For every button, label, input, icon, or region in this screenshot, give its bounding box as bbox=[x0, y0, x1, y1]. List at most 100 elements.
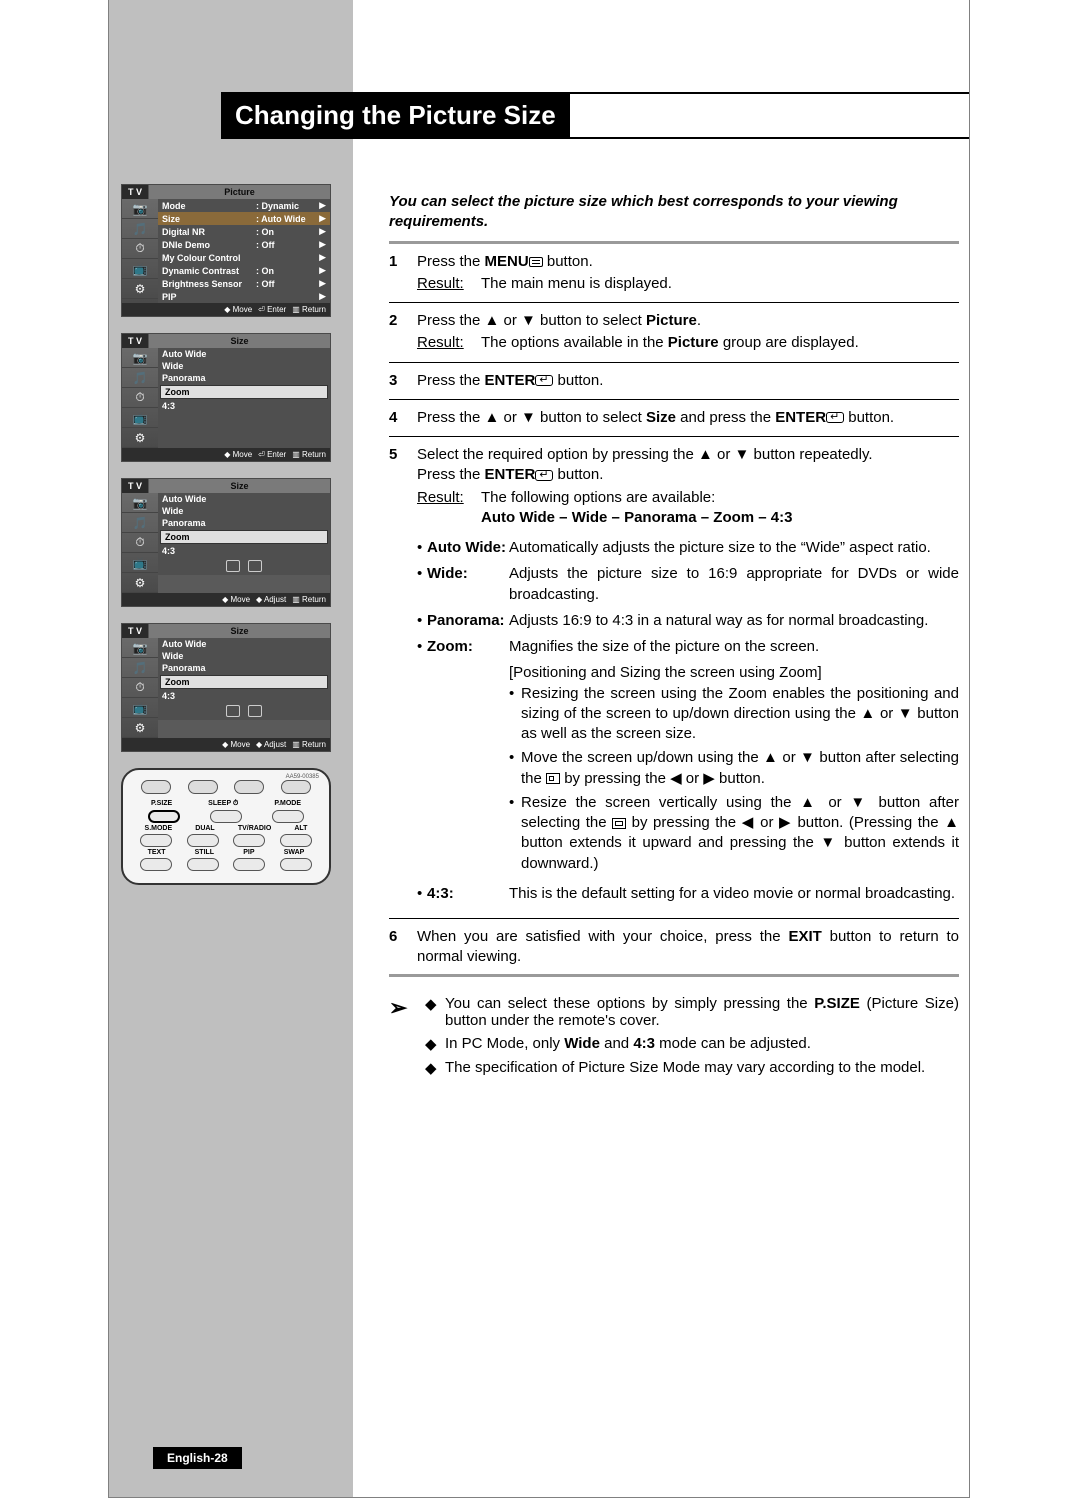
zoom-size-icon bbox=[248, 560, 262, 572]
osd-foot-adjust: ◆ Adjust bbox=[256, 740, 286, 749]
remote-sleep-button bbox=[210, 810, 242, 823]
result-options: Auto Wide – Wide – Panorama – Zoom – 4:3 bbox=[481, 508, 959, 528]
osd-title: Size bbox=[149, 479, 330, 493]
remote-button bbox=[140, 858, 172, 871]
osd-row: Zoom bbox=[160, 530, 328, 544]
remote-label: STILL bbox=[195, 849, 214, 856]
screen-icon bbox=[546, 773, 560, 784]
osd-icon: 📷 bbox=[122, 638, 158, 658]
option-desc: Adjusts the picture size to 16:9 appropr… bbox=[509, 564, 959, 605]
osd-row: Wide bbox=[158, 360, 330, 372]
remote-pmode-button bbox=[272, 810, 304, 823]
step-number: 3 bbox=[389, 371, 417, 391]
step-text: When you are satisfied with your choice,… bbox=[417, 928, 788, 945]
osd-foot-enter: ⏎ Enter bbox=[258, 450, 286, 459]
osd-row: Zoom bbox=[160, 385, 328, 399]
osd-rows: Mode: Dynamic▶Size: Auto Wide▶Digital NR… bbox=[158, 199, 330, 303]
remote-button bbox=[187, 834, 219, 847]
osd-zoom-icons bbox=[158, 557, 330, 575]
osd-row: My Colour Control▶ bbox=[158, 251, 330, 264]
osd-row: 4:3 bbox=[158, 400, 330, 412]
step-text: Press the bbox=[417, 253, 485, 270]
osd-foot-return: ▥ Return bbox=[292, 595, 326, 604]
remote-label: TEXT bbox=[148, 849, 166, 856]
note-1: ◆ You can select these options by simply… bbox=[425, 995, 959, 1029]
remote-pill bbox=[188, 780, 218, 794]
osd-icon-strip: 📷 🎵 ⏱ 📺 ⚙ bbox=[122, 199, 158, 303]
step-number: 6 bbox=[389, 927, 417, 968]
osd-icon: ⚙ bbox=[122, 718, 158, 738]
osd-icon: 📺 bbox=[122, 553, 158, 573]
zoom-bullet: Move the screen up/down using the ▲ or ▼… bbox=[521, 748, 959, 789]
osd-title: Picture bbox=[149, 185, 330, 199]
osd-footer: ◆ Move ◆ Adjust ▥ Return bbox=[122, 738, 330, 751]
osd-icon-strip: 📷 🎵 ⏱ 📺 ⚙ bbox=[122, 638, 158, 738]
osd-footer: ◆ Move ◆ Adjust ▥ Return bbox=[122, 593, 330, 606]
option-4-3: •4:3: This is the default setting for a … bbox=[417, 884, 959, 904]
osd-icon: 🎵 bbox=[122, 513, 158, 533]
osd-row: Wide bbox=[158, 505, 330, 517]
osd-row: Dynamic Contrast: On▶ bbox=[158, 264, 330, 277]
result-label: Result: bbox=[417, 274, 481, 294]
option-desc: Adjusts 16:9 to 4:3 in a natural way as … bbox=[509, 611, 959, 631]
osd-icon: 📺 bbox=[122, 698, 158, 718]
remote-label: P.SIZE bbox=[151, 800, 172, 808]
remote-label: PIP bbox=[243, 849, 254, 856]
remote-button bbox=[233, 858, 265, 871]
step-text: . bbox=[697, 312, 701, 329]
osd-title: Size bbox=[149, 334, 330, 348]
result-text: The main menu is displayed. bbox=[481, 274, 959, 294]
osd-foot-enter: ⏎ Enter bbox=[258, 305, 286, 314]
divider bbox=[389, 918, 959, 919]
remote-label: ALT bbox=[294, 825, 307, 832]
osd-foot-adjust: ◆ Adjust bbox=[256, 595, 286, 604]
zoom-title: [Positioning and Sizing the screen using… bbox=[509, 663, 959, 683]
step-bold: MENU bbox=[485, 253, 529, 270]
osd-rows: Auto WideWidePanoramaZoom4:3 bbox=[158, 493, 330, 557]
remote-button bbox=[280, 834, 312, 847]
remote-label: DUAL bbox=[195, 825, 214, 832]
osd-icon: ⚙ bbox=[122, 279, 158, 299]
step-number: 2 bbox=[389, 311, 417, 354]
enter-icon bbox=[826, 412, 844, 423]
osd-foot-move: ◆ Move bbox=[224, 305, 252, 314]
step-1: 1 Press the MENU button. Result: The mai… bbox=[389, 252, 959, 295]
divider bbox=[389, 302, 959, 303]
remote-serial: AA59-00385 bbox=[286, 774, 319, 780]
step-6: 6 When you are satisfied with your choic… bbox=[389, 927, 959, 968]
osd-row: Panorama bbox=[158, 662, 330, 674]
osd-row: Zoom bbox=[160, 675, 328, 689]
osd-footer: ◆ Move ⏎ Enter ▥ Return bbox=[122, 303, 330, 316]
option-auto-wide: •Auto Wide: Automatically adjusts the pi… bbox=[417, 538, 959, 558]
note-2: ◆ In PC Mode, only Wide and 4:3 mode can… bbox=[425, 1035, 959, 1053]
options-list: •Auto Wide: Automatically adjusts the pi… bbox=[417, 538, 959, 657]
osd-row: Mode: Dynamic▶ bbox=[158, 199, 330, 212]
osd-row: Panorama bbox=[158, 517, 330, 529]
remote-psize-button bbox=[148, 810, 180, 823]
osd-title: Size bbox=[149, 624, 330, 638]
step-5: 5 Select the required option by pressing… bbox=[389, 445, 959, 910]
option-desc: Magnifies the size of the picture on the… bbox=[509, 637, 959, 657]
step-2: 2 Press the ▲ or ▼ button to select Pict… bbox=[389, 311, 959, 354]
result-text: The following options are available: Aut… bbox=[481, 488, 959, 529]
osd-row: Brightness Sensor: Off▶ bbox=[158, 277, 330, 290]
osd-foot-return: ▥ Return bbox=[292, 740, 326, 749]
divider bbox=[389, 974, 959, 977]
remote-label: TV/RADIO bbox=[238, 825, 271, 832]
menu-icon bbox=[529, 257, 543, 267]
osd-icon-strip: 📷 🎵 ⏱ 📺 ⚙ bbox=[122, 493, 158, 593]
osd-row: Auto Wide bbox=[158, 638, 330, 650]
step-text: button. bbox=[543, 253, 593, 270]
remote-button bbox=[140, 834, 172, 847]
osd-foot-move: ◆ Move bbox=[222, 595, 250, 604]
options-list: •4:3: This is the default setting for a … bbox=[417, 884, 959, 904]
osd-zoom-icons bbox=[158, 702, 330, 720]
enter-icon bbox=[535, 375, 553, 386]
osd-icon: ⚙ bbox=[122, 428, 158, 448]
option-panorama: •Panorama: Adjusts 16:9 to 4:3 in a natu… bbox=[417, 611, 959, 631]
step-bold: Size bbox=[646, 409, 676, 426]
osd-rows: Auto WideWidePanoramaZoom4:3 bbox=[158, 348, 330, 448]
divider bbox=[389, 436, 959, 437]
osd-tv-label: T V bbox=[122, 624, 149, 638]
step-text: Press the ▲ or ▼ button to select bbox=[417, 409, 646, 426]
